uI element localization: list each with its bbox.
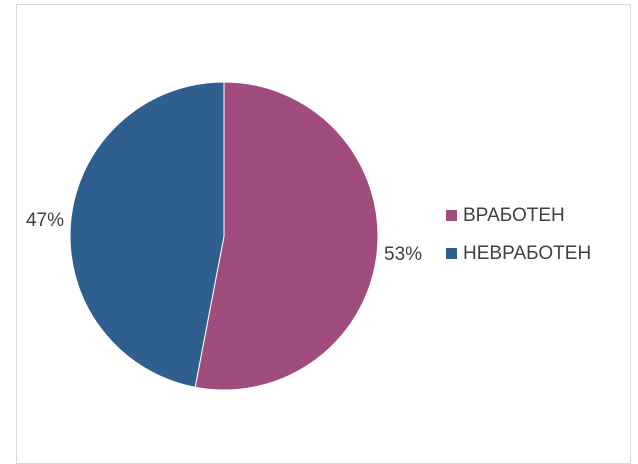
legend-item-vraboten: ВРАБОТЕН xyxy=(446,201,591,229)
legend-swatch-vraboten xyxy=(446,209,457,221)
legend-label-nevraboten: НЕВРАБОТЕН xyxy=(463,242,592,264)
pie-slice-vraboten xyxy=(194,81,379,391)
legend-swatch-nevraboten xyxy=(446,247,457,259)
pie-slice-nevraboten xyxy=(69,81,225,388)
data-label-vraboten: 53% xyxy=(384,244,422,265)
legend-label-vraboten: ВРАБОТЕН xyxy=(463,204,565,226)
legend: ВРАБОТЕН НЕВРАБОТЕН xyxy=(446,201,591,277)
legend-item-nevraboten: НЕВРАБОТЕН xyxy=(446,239,591,267)
data-label-nevraboten: 47% xyxy=(26,210,64,231)
